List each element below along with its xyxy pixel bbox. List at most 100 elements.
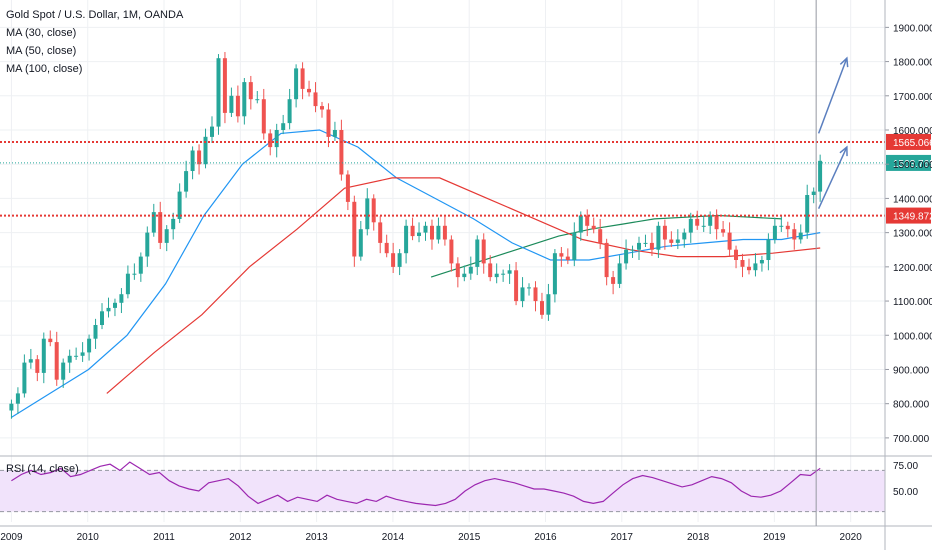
candle-body [598,229,603,243]
x-tick-label: 2010 [77,532,100,543]
x-tick-label: 2014 [382,532,405,543]
candle-body [805,195,810,233]
candle-body [35,359,40,373]
candle-body [106,307,111,312]
rsi-band [0,470,885,512]
candle-body [9,403,14,411]
candle-body [417,232,421,236]
candle-body [637,242,641,250]
x-tick-label: 2015 [458,532,481,543]
price-label-bg [886,154,931,171]
candle-body [332,130,337,137]
candle-body [313,92,318,107]
rsi-tick-label: 50.00 [893,487,918,498]
candle-body [22,362,27,394]
candle-body [87,338,92,353]
candle-body [772,225,777,240]
y-tick-label: 1200.000 [893,263,932,274]
projection-arrow [817,146,848,209]
grid-lines [0,0,885,522]
candle-body [436,225,441,240]
candle-body [210,126,214,137]
rsi-line [11,461,821,507]
candle-body [145,232,150,257]
y-tick-label: 1300.000 [893,229,932,240]
candle-body [688,218,693,233]
candle-body [307,88,311,93]
candle-body [708,215,713,226]
candle-body [41,338,46,373]
x-tick-label: 2011 [153,532,175,543]
candle-body [184,171,189,192]
projection-arrow [817,57,848,134]
candle-body [397,253,402,267]
candles [9,52,823,419]
candle-body [391,253,396,267]
candle-body [779,225,784,227]
candle-body [229,95,234,113]
candle-body [604,242,609,278]
candle-body [559,253,564,257]
projection-arrowhead [839,145,848,157]
candle-body [740,260,745,267]
candle-body [462,273,467,278]
x-tick-label: 2019 [763,532,786,543]
candle-body [818,160,823,192]
candle-body [669,239,674,243]
rsi-legend[interactable]: RSI (14, close) [6,463,79,475]
candle-body [113,302,117,308]
legend-ma30[interactable]: MA (30, close) [6,27,77,39]
candle-body [345,174,350,202]
candle-body [475,239,480,267]
price-label-text: 1349.872 [893,212,932,223]
candle-body [449,239,454,264]
candle-body [67,355,72,363]
candle-body [714,215,719,230]
y-tick-label: 800.000 [893,400,930,411]
ma30-line [430,214,783,278]
candle-body [158,212,163,243]
candle-body [701,225,706,227]
x-tick-label: 2009 [0,532,23,543]
y-tick-label: 1800.000 [893,58,932,69]
candle-body [643,242,648,244]
legend-ma100[interactable]: MA (100, close) [6,63,83,75]
candle-body [540,301,544,315]
candle-body [675,239,680,243]
candle-body [649,242,654,250]
candle-body [533,287,538,302]
y-tick-label: 1000.000 [893,331,932,342]
legend-ma50[interactable]: MA (50, close) [6,45,77,57]
candle-body [138,256,143,274]
candle-body [552,253,557,295]
candle-body [177,191,182,219]
candle-body [410,225,415,237]
candle-body [747,266,751,271]
candle-body [242,82,247,117]
candle-body [93,325,98,339]
candle-body [371,198,376,223]
x-tick-label: 2017 [611,532,634,543]
candle-body [630,249,635,251]
candle-body [753,263,758,271]
candle-body [339,130,344,175]
price-label-bg [886,133,931,150]
x-tick-label: 2012 [229,532,252,543]
candle-body [197,150,202,165]
candle-body [494,273,499,278]
candle-body [785,225,790,230]
chart-title: Gold Spot / U.S. Dollar, 1M, OANDA [6,9,184,21]
candle-body [358,229,363,257]
candle-body [611,277,616,284]
candle-body [255,99,260,101]
y-tick-label: 900.000 [893,365,930,376]
candle-body [488,263,493,278]
candle-body [656,225,661,250]
ma100-line [106,177,821,394]
price-levels: 1565.066 1503.765 1349.872 [0,133,932,224]
candle-body [287,99,292,124]
candle-body [695,218,700,226]
